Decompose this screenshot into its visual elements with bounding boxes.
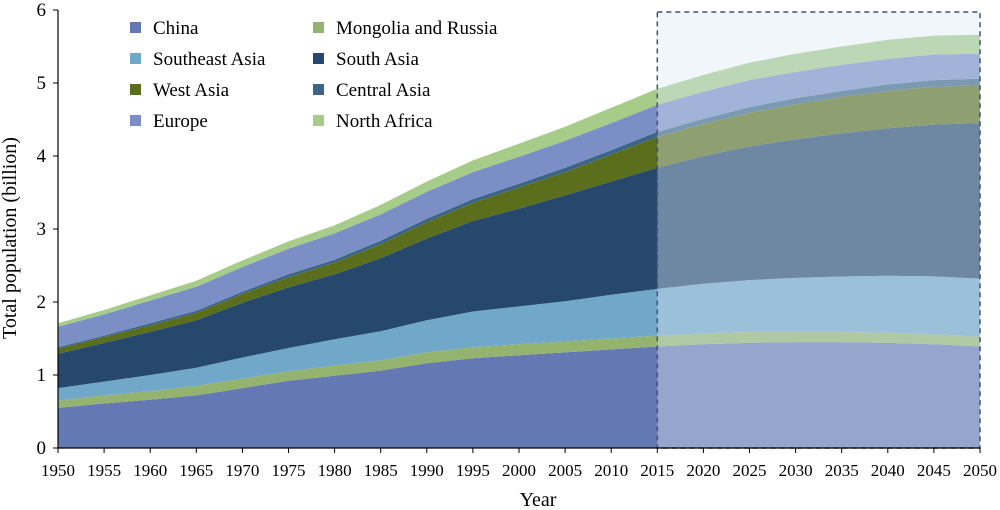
x-tick-label: 2030: [779, 461, 813, 480]
legend-swatch: [130, 84, 141, 95]
legend-swatch: [313, 84, 324, 95]
legend-swatch: [313, 115, 324, 126]
legend-label: Mongolia and Russia: [336, 18, 498, 39]
legend-label: South Asia: [336, 49, 419, 70]
area-south-asia: [58, 123, 980, 389]
legend-swatch: [313, 22, 324, 33]
x-axis-label: Year: [520, 489, 557, 510]
y-tick-label: 6: [37, 0, 47, 21]
y-tick-label: 1: [37, 365, 47, 386]
area-north-africa: [58, 34, 980, 327]
area-europe: [58, 53, 980, 348]
y-tick-label: 3: [37, 219, 47, 240]
y-tick-label: 5: [37, 73, 47, 94]
area-layers: [58, 34, 980, 448]
x-tick-label: 2010: [594, 461, 628, 480]
x-tick-label: 2005: [548, 461, 582, 480]
y-tick-label: 0: [37, 438, 47, 459]
x-tick-label: 1950: [41, 461, 75, 480]
x-tick-label: 2035: [825, 461, 859, 480]
area-china: [58, 342, 980, 448]
x-tick-label: 1955: [87, 461, 121, 480]
x-tick-label: 2050: [963, 461, 997, 480]
x-tick-label: 1995: [456, 461, 490, 480]
legend-swatch: [130, 115, 141, 126]
x-tick-label: 1960: [133, 461, 167, 480]
x-tick-label: 1980: [318, 461, 352, 480]
x-tick-label: 1985: [364, 461, 398, 480]
legend-label: Southeast Asia: [153, 49, 266, 70]
x-tick-label: 2000: [502, 461, 536, 480]
area-mongolia-and-russia: [58, 331, 980, 408]
x-tick-label: 2025: [733, 461, 767, 480]
x-tick-label: 2040: [871, 461, 905, 480]
y-tick-labels: 0 1 2 3 4 5 6: [37, 0, 58, 459]
legend-label: West Asia: [153, 80, 230, 101]
x-tick-label: 2015: [640, 461, 674, 480]
legend: China Mongolia and Russia Southeast Asia So…: [130, 18, 498, 132]
legend-label: Europe: [153, 111, 208, 132]
area-southeast-asia: [58, 275, 980, 401]
x-tick-label: 2045: [917, 461, 951, 480]
legend-label: China: [153, 18, 199, 39]
x-tick-label: 1990: [410, 461, 444, 480]
legend-swatch: [130, 53, 141, 64]
y-tick-label: 4: [37, 146, 47, 167]
legend-swatch: [313, 53, 324, 64]
y-axis-label: Total population (billion): [0, 137, 21, 339]
x-tick-label: 1965: [179, 461, 213, 480]
legend-label: North Africa: [336, 111, 433, 132]
x-tick-label: 1975: [272, 461, 306, 480]
x-tick-label: 2020: [686, 461, 720, 480]
legend-swatch: [130, 22, 141, 33]
x-tick-labels: 1950 1955 1960 1965 1970 1975 1980 1985 1990 1995…: [41, 448, 997, 480]
y-tick-label: 2: [37, 292, 47, 313]
x-tick-label: 1970: [225, 461, 259, 480]
area-west-asia: [58, 85, 980, 354]
legend-label: Central Asia: [336, 80, 431, 101]
projection-region: [656, 11, 981, 449]
